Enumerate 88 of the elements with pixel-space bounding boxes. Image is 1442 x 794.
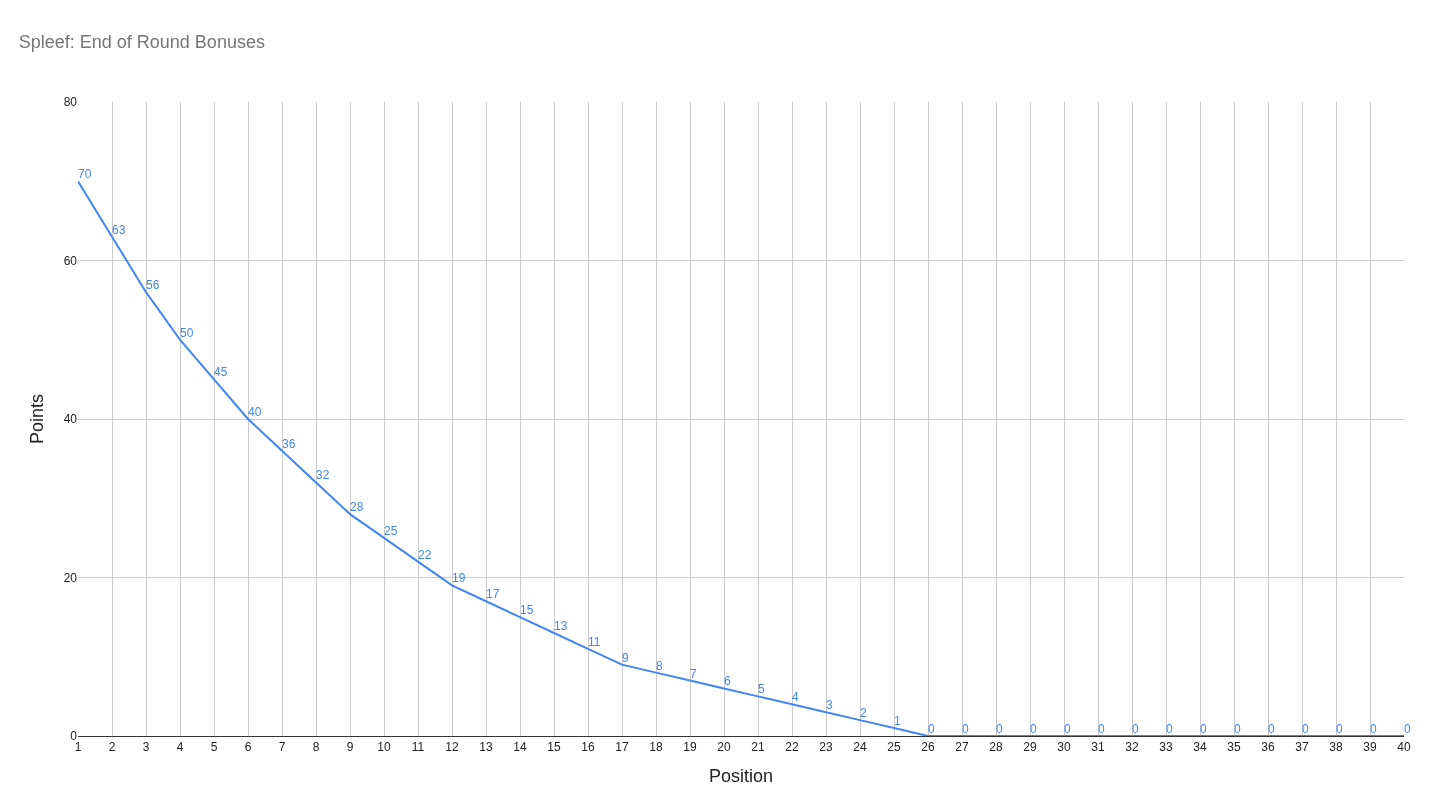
- x-tick-label: 12: [445, 740, 459, 755]
- x-tick-label: 26: [921, 740, 935, 755]
- y-tick-label: 20: [63, 570, 78, 585]
- data-label: 70: [78, 167, 92, 182]
- x-tick-label: 31: [1091, 740, 1105, 755]
- data-label: 3: [826, 698, 833, 713]
- data-label: 56: [146, 278, 160, 293]
- data-label: 28: [350, 500, 364, 515]
- x-tick-label: 16: [581, 740, 595, 755]
- data-label: 6: [724, 674, 731, 689]
- x-tick-label: 20: [717, 740, 731, 755]
- data-label: 0: [1098, 722, 1105, 736]
- data-label: 0: [1234, 722, 1241, 736]
- data-label: 9: [622, 650, 629, 665]
- data-label: 22: [418, 547, 432, 562]
- x-tick-label: 38: [1329, 740, 1343, 755]
- y-tick-label: 40: [63, 412, 78, 427]
- data-label: 7: [690, 666, 697, 681]
- x-tick-label: 28: [989, 740, 1003, 755]
- x-tick-label: 2: [108, 740, 116, 755]
- y-axis-title: Points: [26, 393, 47, 445]
- x-tick-label: 19: [683, 740, 697, 755]
- data-label: 1: [894, 714, 901, 729]
- data-label: 36: [282, 436, 296, 451]
- x-tick-label: 24: [853, 740, 867, 755]
- x-tick-label: 6: [244, 740, 252, 755]
- data-label: 0: [1064, 722, 1071, 736]
- x-tick-label: 15: [547, 740, 561, 755]
- line-series: [78, 180, 1404, 736]
- x-tick-label: 9: [346, 740, 354, 755]
- x-tick-label: 27: [955, 740, 969, 755]
- data-label: 13: [554, 618, 568, 633]
- x-tick-label: 1: [74, 740, 82, 755]
- x-tick-label: 21: [751, 740, 765, 755]
- data-label: 0: [1404, 722, 1411, 736]
- x-tick-label: 23: [819, 740, 833, 755]
- x-tick-label: 29: [1023, 740, 1037, 755]
- x-tick-label: 18: [649, 740, 663, 755]
- x-tick-label: 13: [479, 740, 493, 755]
- y-tick-label: 80: [63, 95, 78, 110]
- data-label: 45: [214, 365, 228, 380]
- data-label: 0: [996, 722, 1003, 736]
- x-tick-label: 25: [887, 740, 901, 755]
- data-label: 40: [248, 405, 262, 419]
- chart-title: Spleef: End of Round Bonuses: [18, 32, 265, 53]
- data-label: 0: [1132, 722, 1139, 736]
- data-label: 0: [1370, 722, 1377, 736]
- data-label: 15: [520, 603, 534, 618]
- x-tick-label: 34: [1193, 740, 1207, 755]
- x-tick-label: 37: [1295, 740, 1309, 755]
- x-tick-label: 35: [1227, 740, 1241, 755]
- x-tick-label: 22: [785, 740, 799, 755]
- x-tick-label: 11: [411, 740, 425, 755]
- x-tick-label: 40: [1397, 740, 1411, 755]
- x-tick-label: 10: [377, 740, 391, 755]
- data-label: 11: [588, 634, 601, 649]
- data-label: 32: [316, 468, 330, 483]
- data-label: 2: [860, 706, 867, 721]
- x-tick-label: 14: [513, 740, 527, 755]
- x-tick-label: 30: [1057, 740, 1071, 755]
- data-label: 0: [1302, 722, 1309, 736]
- data-label: 0: [1030, 722, 1037, 736]
- x-tick-label: 7: [278, 740, 286, 755]
- data-label: 25: [384, 523, 398, 538]
- data-label: 0: [1166, 722, 1173, 736]
- x-tick-label: 3: [142, 740, 150, 755]
- x-tick-label: 32: [1125, 740, 1139, 755]
- y-tick-label: 60: [63, 253, 78, 268]
- x-tick-label: 5: [210, 740, 218, 755]
- data-label: 4: [792, 690, 799, 705]
- data-label: 0: [962, 722, 969, 736]
- data-label: 0: [928, 722, 935, 736]
- x-tick-label: 17: [615, 740, 629, 755]
- x-tick-label: 33: [1159, 740, 1173, 755]
- data-label: 50: [180, 325, 194, 340]
- x-tick-label: 8: [312, 740, 320, 755]
- data-label: 19: [452, 571, 466, 586]
- data-label: 63: [112, 222, 126, 237]
- x-tick-label: 4: [176, 740, 184, 755]
- data-label: 0: [1200, 722, 1207, 736]
- data-label: 5: [758, 682, 765, 697]
- x-tick-label: 36: [1261, 740, 1275, 755]
- data-label: 0: [1268, 722, 1275, 736]
- data-label: 17: [486, 587, 500, 602]
- data-label: 0: [1336, 722, 1343, 736]
- data-label: 8: [656, 658, 663, 673]
- x-axis-title: Position: [708, 765, 774, 786]
- x-tick-label: 39: [1363, 740, 1377, 755]
